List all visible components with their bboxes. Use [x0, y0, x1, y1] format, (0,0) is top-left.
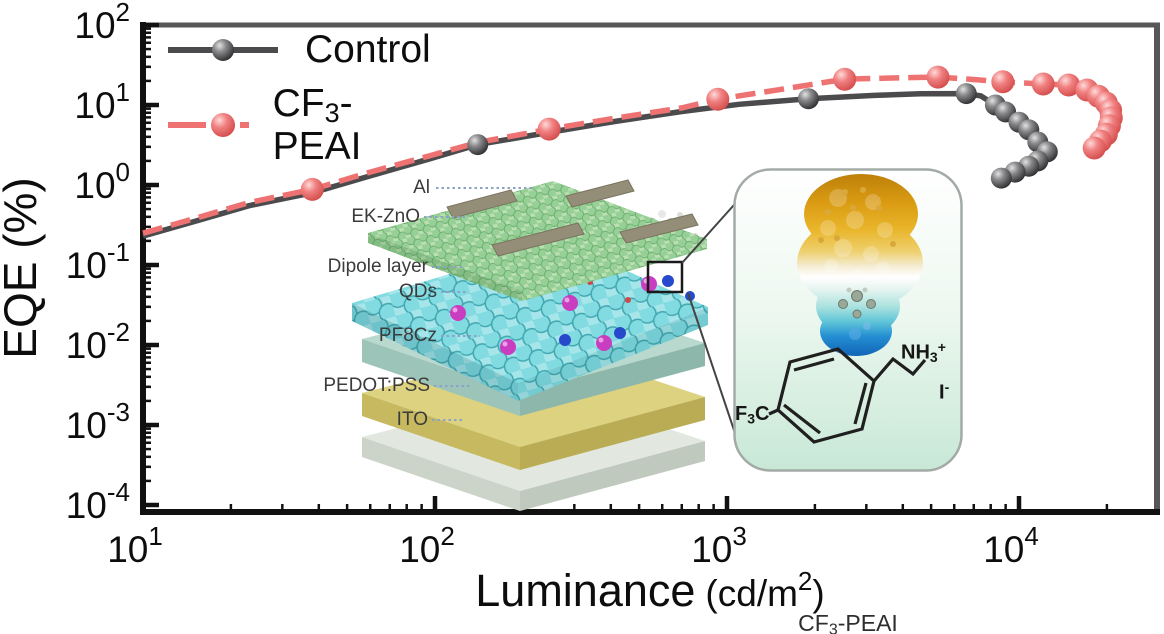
cf3-peai-molecule-inset: F3C NH3+ I- CF3-PEAI: [733, 168, 963, 634]
molecule-inset-graphics: [733, 168, 963, 472]
x-tick-label: 104: [983, 521, 1039, 570]
y-tick-label: 100: [74, 157, 130, 206]
legend-item-control: Control: [166, 30, 431, 69]
layer-label-al: Al: [413, 177, 430, 198]
al-electrodes: [446, 179, 699, 257]
y-tick-label: 10-1: [66, 237, 130, 286]
qd-layer: [352, 210, 708, 401]
highlight-square: [646, 260, 684, 294]
data-series: [142, 65, 1123, 239]
legend-item-cf3-peai: CF3-PEAI: [166, 84, 394, 166]
f3c-label: F3C: [735, 403, 770, 427]
layer-label-pedot-pss: PEDOT:PSS: [323, 375, 430, 396]
layer-label-ito: ITO: [396, 409, 428, 430]
layer-label-dipole: Dipole layer: [327, 256, 428, 277]
nh3-label: NH3+: [901, 339, 946, 365]
cf3-bond: [768, 408, 779, 416]
legend-label-cf3-peai: CF3-PEAI: [272, 82, 362, 168]
axes: [140, 22, 1160, 515]
x-tick-label: 101: [107, 521, 163, 570]
ethylamine-chain: [872, 356, 927, 383]
y-tick-label: 102: [74, 0, 130, 46]
markers-cf3-peai: [300, 65, 1123, 201]
label-leader-lines: [424, 187, 532, 421]
y-tick-label: 10-4: [66, 477, 130, 526]
y-tick-label: 10-2: [66, 317, 130, 366]
connector-line-top: [681, 195, 743, 264]
markers-control: [467, 83, 1058, 189]
inset-caption: CF3-PEAI: [798, 610, 898, 634]
cf3-peai-line-swatch: [168, 112, 249, 137]
layer-label-ek-zno: EK-ZnO: [351, 206, 420, 227]
tick-labels: 101 102 103 104 102 101 100 10-1 10-2 10-3 10-4: [66, 0, 1039, 570]
y-axis-label: EQE (%): [0, 177, 46, 358]
esp-map: [797, 174, 923, 356]
y-tick-label: 101: [74, 77, 130, 126]
layer-label-qds: QDs: [399, 281, 437, 302]
layer-label-pf8cz: PF8Cz: [378, 325, 437, 346]
y-tick-label: 10-3: [66, 397, 130, 446]
control-line-swatch: [168, 38, 278, 61]
molecular-structure: [768, 347, 927, 444]
x-tick-label: 102: [399, 521, 455, 570]
x-tick-label: 103: [691, 521, 747, 570]
legend-label-control: Control: [305, 28, 431, 71]
connector-line-bottom: [687, 292, 741, 449]
x-axis-label: Luminance (cd/m2): [475, 565, 824, 616]
iodide-label: I-: [939, 379, 950, 404]
